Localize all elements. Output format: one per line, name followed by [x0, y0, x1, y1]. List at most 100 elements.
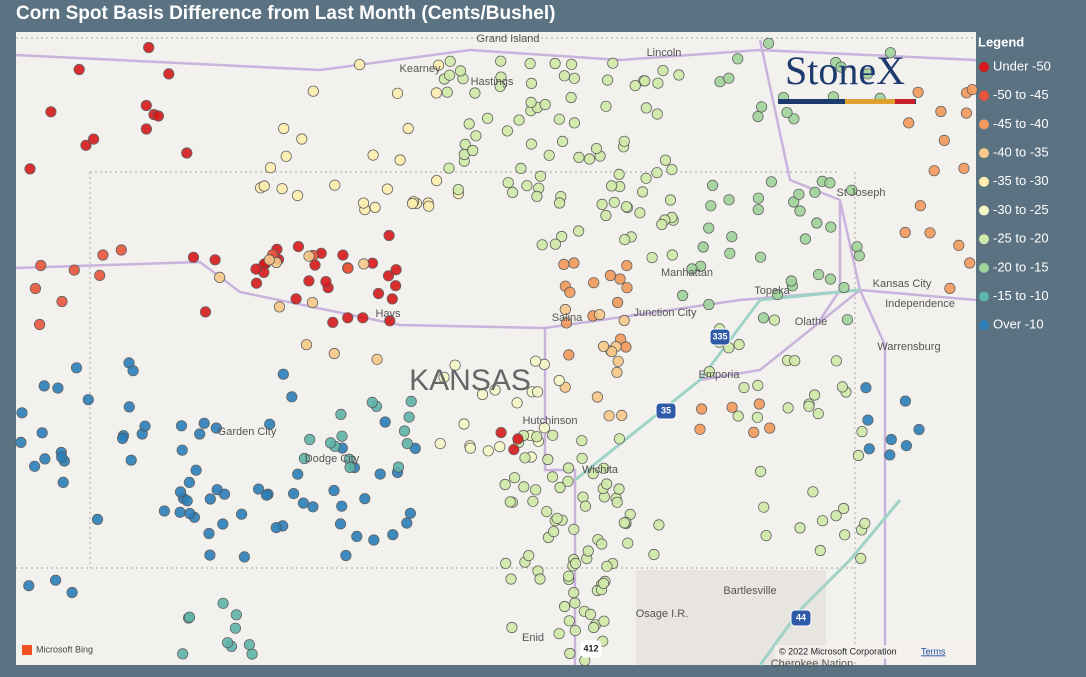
- station-dot: [291, 190, 304, 202]
- station-dot: [404, 507, 416, 519]
- station-dot: [596, 538, 608, 550]
- station-dot: [340, 549, 352, 562]
- station-dot: [469, 87, 481, 99]
- station-dot: [584, 608, 597, 621]
- station-dot: [303, 250, 315, 262]
- station-dot: [405, 395, 417, 407]
- legend-label: -45 to -40: [993, 116, 1049, 131]
- station-dot: [811, 217, 823, 229]
- station-dot: [760, 529, 772, 542]
- station-dot: [723, 194, 735, 206]
- station-dot: [543, 149, 555, 161]
- station-dot: [793, 188, 805, 200]
- station-dot: [738, 381, 750, 394]
- place-label: Independence: [885, 298, 955, 310]
- station-dot: [525, 138, 538, 150]
- station-dot: [181, 495, 193, 507]
- station-dot: [222, 637, 234, 649]
- station-dot: [824, 177, 836, 189]
- station-dot: [568, 72, 581, 84]
- station-dot: [598, 462, 610, 474]
- copyright: © 2022 Microsoft Corporation: [779, 646, 897, 656]
- station-dot: [597, 340, 610, 352]
- station-dot: [36, 427, 48, 439]
- station-dot: [752, 379, 764, 391]
- station-dot: [771, 288, 784, 301]
- station-dot: [115, 244, 127, 256]
- station-dot: [694, 423, 706, 435]
- station-dot: [253, 483, 265, 495]
- station-dot: [519, 452, 531, 464]
- station-dot: [542, 453, 554, 466]
- station-dot: [434, 437, 446, 450]
- station-dot: [569, 597, 581, 609]
- station-dot: [56, 451, 68, 463]
- station-dot: [695, 403, 708, 415]
- station-dot: [853, 250, 865, 262]
- station-dot: [568, 117, 581, 129]
- station-dot: [666, 164, 678, 176]
- station-dot: [324, 437, 337, 449]
- station-dot: [359, 493, 371, 505]
- map: Grand Island Kearney Hastings Lincoln St Jos…: [15, 32, 978, 670]
- station-dot: [174, 486, 187, 498]
- station-dot: [752, 204, 764, 216]
- highway-shield: [790, 609, 812, 627]
- station-dot: [184, 507, 196, 520]
- station-dot: [757, 312, 770, 324]
- station-dot: [386, 293, 398, 305]
- station-dot: [198, 417, 210, 429]
- station-dot: [501, 125, 513, 137]
- station-dot: [534, 170, 547, 182]
- station-dot: [467, 144, 479, 157]
- station-dot: [328, 484, 340, 497]
- place-label: Osage I.R.: [636, 608, 689, 620]
- station-dot: [177, 648, 189, 660]
- station-dot: [88, 133, 100, 145]
- station-dot: [913, 423, 925, 436]
- station-dot: [762, 37, 775, 49]
- station-dot: [765, 176, 778, 188]
- station-dot: [620, 201, 633, 213]
- station-dot: [657, 65, 669, 77]
- station-dot: [884, 449, 896, 461]
- dots: [15, 37, 978, 667]
- legend-label: -15 to -10: [993, 288, 1049, 303]
- terms-link[interactable]: Terms: [921, 646, 946, 656]
- station-dot: [432, 59, 445, 71]
- station-dot: [56, 295, 68, 308]
- station-dot: [430, 175, 443, 187]
- station-dot: [381, 183, 393, 195]
- station-dot: [183, 611, 196, 623]
- station-dot: [298, 452, 310, 465]
- station-dot: [562, 462, 575, 474]
- station-dot: [703, 365, 716, 378]
- station-dot: [372, 287, 385, 300]
- station-dot: [768, 314, 781, 326]
- place-label: Kansas City: [873, 278, 932, 290]
- station-dot: [752, 192, 765, 204]
- station-dot: [839, 529, 851, 541]
- station-dot: [781, 107, 793, 119]
- station-dot: [369, 201, 381, 213]
- station-dot: [329, 179, 341, 191]
- station-dot: [587, 467, 599, 480]
- station-dot: [558, 600, 571, 613]
- station-dot: [495, 55, 507, 67]
- station-dot: [855, 552, 867, 565]
- station-dot: [553, 197, 566, 209]
- station-dot: [600, 209, 612, 222]
- station-dot: [576, 452, 588, 464]
- station-dot: [336, 430, 348, 442]
- station-dot: [45, 106, 57, 118]
- station-dot: [139, 420, 151, 432]
- station-dot: [187, 251, 200, 263]
- title: Corn Spot Basis Difference from Last Mon…: [16, 3, 555, 24]
- station-dot: [481, 112, 494, 124]
- highway-number: 35: [661, 405, 671, 415]
- station-dot: [80, 139, 92, 151]
- station-dot: [935, 105, 947, 118]
- station-dot: [389, 280, 402, 292]
- station-dot: [837, 502, 850, 515]
- station-dot: [541, 505, 553, 518]
